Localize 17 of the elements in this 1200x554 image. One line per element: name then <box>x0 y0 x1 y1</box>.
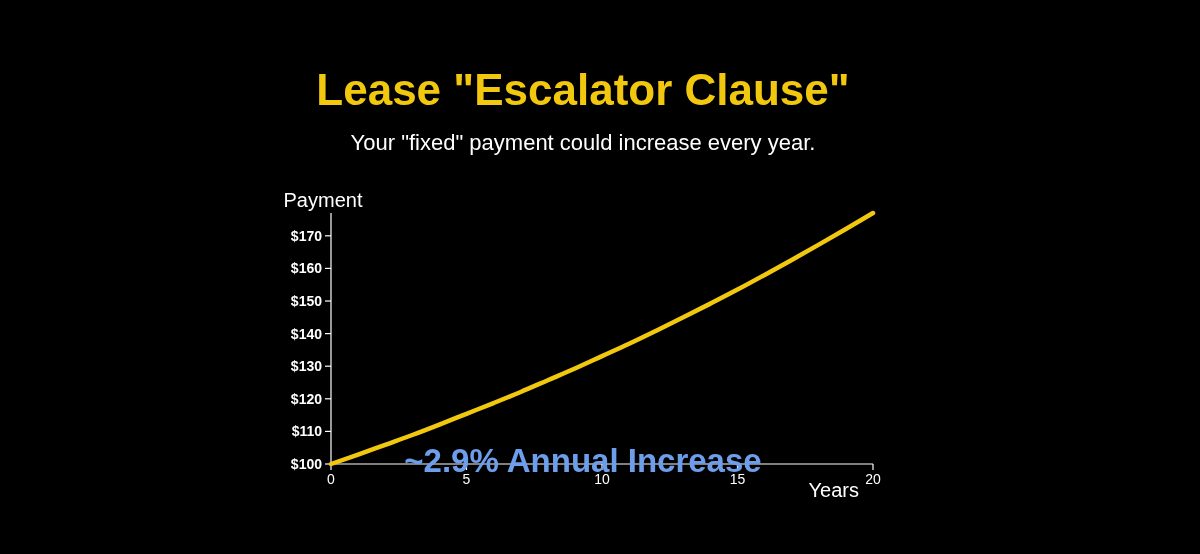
y-tick-label: $120 <box>290 390 323 407</box>
y-axis-title: Payment <box>283 189 363 211</box>
x-tick-label: 5 <box>462 471 471 487</box>
y-tick-label: $170 <box>290 227 323 244</box>
y-tick-label: $160 <box>290 260 323 277</box>
chart-subtitle: Your "fixed" payment could increase every year. <box>350 130 816 155</box>
chart-title: Lease "Escalator Clause" <box>316 65 850 114</box>
y-tick-label: $130 <box>290 358 323 375</box>
y-tick-label: $150 <box>290 292 323 309</box>
x-axis-title: Years <box>808 479 859 501</box>
y-tick-label: $110 <box>291 423 323 440</box>
x-tick-label: 0 <box>327 471 336 487</box>
x-tick-label: 20 <box>865 471 881 487</box>
y-tick-label: $100 <box>290 455 323 472</box>
x-tick-label: 10 <box>594 471 610 487</box>
y-tick-label: $140 <box>290 325 323 342</box>
x-tick-label: 15 <box>729 471 746 487</box>
